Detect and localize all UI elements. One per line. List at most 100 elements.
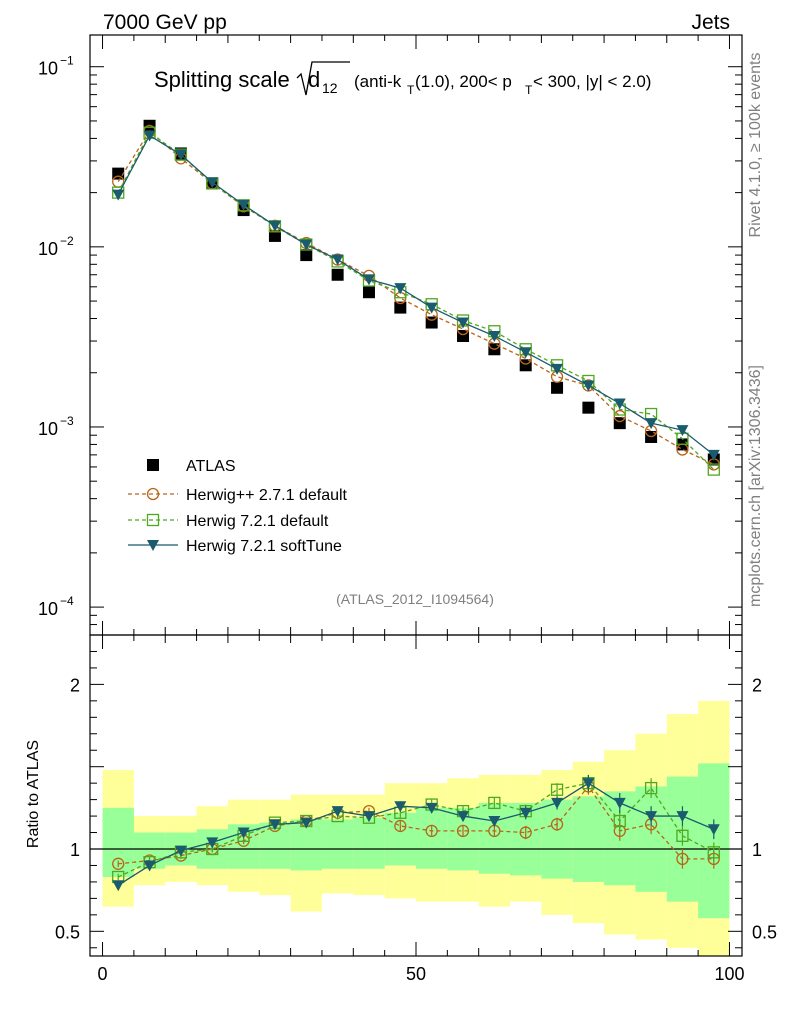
marker-softtune	[268, 220, 281, 232]
ratio-y-tick-label-right: 1	[752, 840, 762, 860]
marker-softtune	[645, 811, 658, 823]
marker-atlas	[300, 249, 313, 262]
marker-softtune	[582, 380, 595, 392]
marker-softtune	[331, 254, 344, 266]
legend-label-softtune: Herwig 7.2.1 softTune	[186, 538, 342, 555]
marker-softtune	[645, 418, 658, 430]
title-detail-c: < 300, |y| < 2.0)	[533, 72, 651, 91]
marker-herwig721	[707, 463, 720, 476]
marker-herwig721	[550, 783, 564, 796]
marker-softtune	[519, 347, 532, 359]
marker-herwig721	[613, 814, 626, 828]
marker-softtune	[394, 801, 407, 813]
marker-atlas	[582, 401, 595, 414]
marker-softtune	[112, 189, 125, 201]
legend-label-atlas: ATLAS	[186, 458, 236, 475]
legend-label-herwig721: Herwig 7.2.1 default	[186, 513, 329, 530]
title-main: Splitting scale	[154, 67, 290, 92]
marker-softtune	[237, 199, 250, 211]
marker-softtune	[676, 425, 689, 437]
legend-marker-herwig721	[146, 513, 160, 527]
y-tick-label: 10	[38, 239, 58, 259]
y-tick-exponent: −4	[60, 594, 74, 608]
x-axis-ticks: 0 50 100	[98, 35, 744, 984]
title-detail-a: (anti-k	[354, 72, 402, 91]
marker-herwig721	[488, 796, 501, 810]
marker-softtune	[206, 177, 219, 189]
x-tick-label: 100	[714, 964, 744, 984]
y-tick-label: 10	[38, 599, 58, 619]
band-inner-bin	[478, 802, 511, 874]
marker-atlas	[519, 359, 532, 372]
legend: ATLAS Herwig++ 2.7.1 default Herwig 7.2.…	[128, 458, 348, 555]
marker-softtune	[143, 130, 156, 142]
y-tick-exponent: −1	[60, 54, 74, 68]
marker-herwigpp	[456, 824, 470, 838]
title-d: d	[308, 67, 320, 92]
marker-softtune	[425, 802, 438, 814]
series-line-2	[117, 134, 715, 456]
x-tick-label: 0	[98, 964, 108, 984]
marker-softtune	[425, 302, 438, 314]
band-inner-bin	[541, 799, 573, 879]
ratio-y-tick-label-right: 0.5	[752, 922, 777, 942]
main-series	[112, 119, 720, 476]
band-inner-bin	[353, 817, 385, 869]
marker-softtune	[519, 807, 532, 819]
marker-softtune	[457, 811, 470, 823]
marker-atlas	[331, 268, 344, 281]
marker-softtune	[174, 845, 187, 857]
main-axis-ticks: 10−110−210−310−4	[38, 54, 742, 636]
y-tick-exponent: −3	[60, 414, 74, 428]
ratio-y-tick-label: 0.5	[55, 922, 80, 942]
sqrt-sign-icon	[296, 61, 350, 96]
marker-atlas	[394, 301, 407, 314]
band-inner-bin	[698, 763, 730, 919]
marker-softtune	[457, 317, 470, 329]
marker-softtune	[362, 811, 375, 823]
marker-atlas	[268, 229, 281, 242]
marker-herwigpp	[613, 409, 626, 423]
band-inner-bin	[321, 819, 354, 869]
y-tick-label: 10	[38, 59, 58, 79]
marker-herwigpp	[550, 818, 564, 831]
marker-softtune	[551, 363, 564, 375]
ratio-y-tick-label: 2	[70, 675, 80, 695]
ratio-y-tick-label-right: 2	[752, 675, 762, 695]
marker-softtune	[488, 330, 501, 342]
marker-softtune	[300, 239, 313, 251]
y-tick-label: 10	[38, 419, 58, 439]
marker-atlas	[551, 381, 564, 394]
marker-softtune	[174, 149, 187, 161]
marker-softtune	[394, 283, 407, 295]
marker-atlas	[362, 286, 375, 299]
ratio-axis-label: Ratio to ATLAS	[25, 740, 42, 848]
ratio-line-2	[117, 782, 715, 886]
marker-herwig721	[676, 829, 689, 842]
marker-softtune	[362, 274, 375, 286]
x-tick-label: 50	[406, 964, 426, 984]
legend-marker-herwigpp	[146, 487, 160, 501]
marker-softtune	[237, 827, 250, 839]
ratio-bands	[102, 700, 730, 956]
marker-softtune	[143, 860, 156, 872]
marker-softtune	[331, 806, 344, 818]
energy-label: 7000 GeV pp	[103, 11, 227, 34]
marker-softtune	[206, 837, 219, 849]
band-inner-bin	[635, 786, 667, 892]
mcplots-label: mcplots.cern.ch [arXiv:1306.3436]	[747, 365, 764, 607]
ratio-y-tick-label: 1	[70, 840, 80, 860]
marker-softtune	[613, 797, 626, 809]
marker-herwig721	[707, 846, 720, 859]
ratio-line-1	[117, 782, 715, 878]
marker-softtune	[488, 816, 501, 828]
marker-herwigpp	[394, 819, 407, 833]
ratio-series	[112, 774, 720, 892]
analysis-id-label: (ATLAS_2012_I1094564)	[336, 591, 494, 607]
marker-herwigpp	[519, 826, 532, 839]
rivet-label: Rivet 4.1.0, ≥ 100k events	[747, 53, 764, 238]
band-inner-bin	[259, 822, 291, 869]
title-detail-b: (1.0), 200< p	[415, 72, 512, 91]
marker-softtune	[582, 778, 595, 790]
